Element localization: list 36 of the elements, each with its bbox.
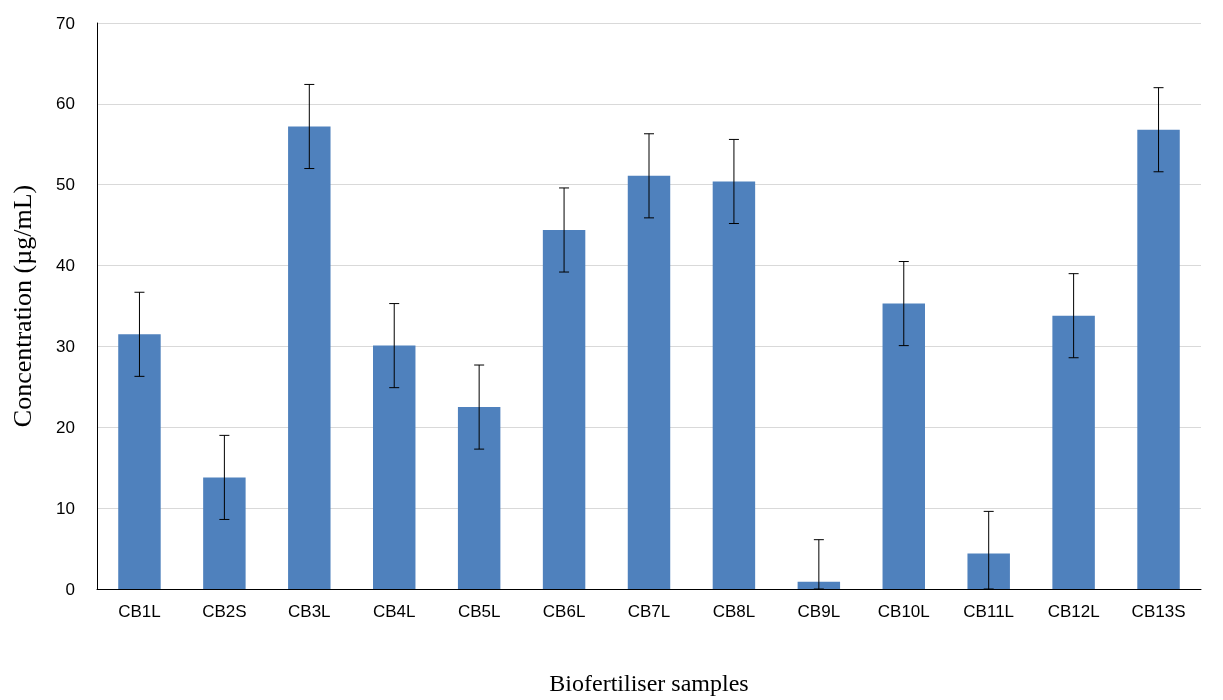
bar — [797, 581, 841, 589]
y-tick-label: 50 — [56, 175, 75, 195]
x-tick-label: CB3L — [288, 602, 331, 621]
bar — [118, 334, 161, 589]
x-tick-label: CB11L — [963, 602, 1015, 621]
bar — [542, 229, 586, 589]
bar — [203, 477, 246, 589]
bar — [457, 407, 501, 589]
x-tick-label: CB4L — [372, 602, 416, 621]
bar — [712, 181, 756, 589]
bar — [967, 553, 1010, 589]
bar — [373, 345, 416, 589]
y-tick-label: 30 — [56, 336, 75, 356]
y-tick-label: 40 — [56, 256, 75, 276]
x-tick-label: CB13S — [1131, 602, 1186, 621]
x-tick-label: CB12L — [1047, 602, 1100, 621]
bar — [627, 175, 671, 589]
bar — [1137, 129, 1180, 589]
x-tick-label: CB9L — [797, 602, 841, 621]
x-axis-title: Biofertiliser samples — [549, 670, 749, 696]
y-tick-label: 70 — [56, 13, 75, 33]
x-tick-label: CB5L — [457, 602, 501, 621]
x-tick-label: CB7L — [627, 602, 671, 621]
bar — [288, 126, 331, 589]
x-tick-label: CB8L — [712, 602, 756, 621]
y-tick-label: 0 — [65, 579, 75, 599]
bar — [882, 303, 925, 589]
x-tick-label: CB2S — [202, 602, 247, 621]
y-tick-label: 20 — [56, 417, 75, 437]
x-tick-label: CB1L — [118, 602, 161, 621]
x-tick-label: CB6L — [542, 602, 586, 621]
y-tick-label: 60 — [56, 94, 75, 114]
bar — [1052, 315, 1095, 589]
x-tick-label: CB10L — [877, 602, 930, 621]
y-tick-label: 10 — [56, 498, 75, 518]
y-axis-title: Concentration (µg/mL) — [7, 184, 37, 428]
